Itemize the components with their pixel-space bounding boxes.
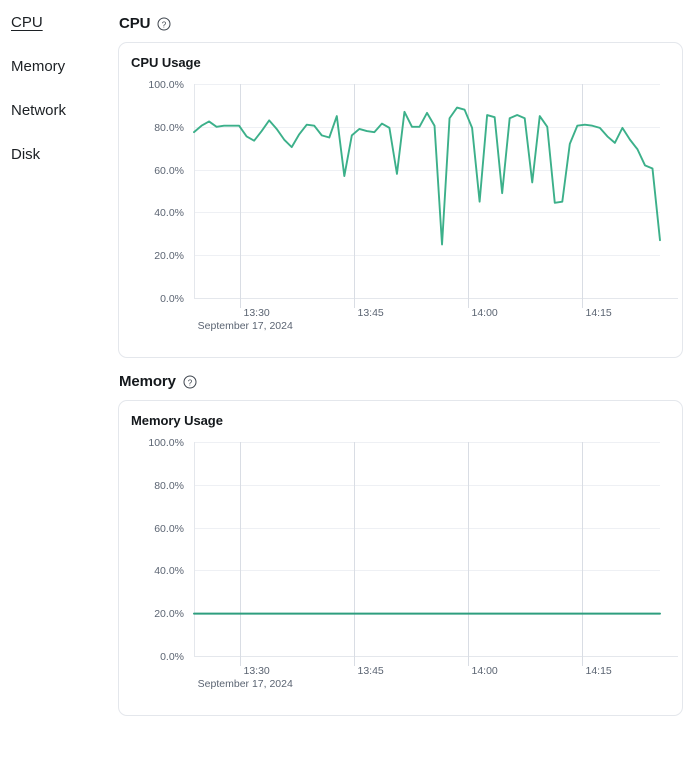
cpu-usage-chart[interactable]: 0.0% 20.0% 40.0% 60.0% 80.0% 100.0% 13:30 13:45… (119, 74, 682, 344)
y-axis-tick-label: 100.0% (148, 79, 184, 91)
y-axis-tick-label: 80.0% (154, 480, 184, 492)
memory-section-title: Memory (119, 373, 176, 390)
y-axis-tick-label: 40.0% (154, 207, 184, 219)
memory-usage-chart[interactable]: 0.0% 20.0% 40.0% 60.0% 80.0% 100.0% 13:30 13:45… (119, 432, 682, 702)
help-circle-icon[interactable]: ? (157, 17, 171, 31)
x-axis-tick-label: 13:45 (358, 307, 384, 319)
x-axis-tick-label: 13:30 (244, 665, 270, 677)
x-axis-tick-label: 14:00 (472, 307, 498, 319)
svg-text:?: ? (162, 20, 167, 29)
y-axis-tick-label: 100.0% (148, 437, 184, 449)
cpu-section-header: CPU ? (119, 15, 683, 32)
x-axis-tick-label: 14:15 (586, 665, 612, 677)
cpu-card-title: CPU Usage (131, 55, 201, 70)
y-axis-tick-label: 20.0% (154, 608, 184, 620)
x-axis-date-label: September 17, 2024 (198, 320, 293, 332)
sidebar-nav: CPU Memory Network Disk (0, 0, 110, 190)
svg-text:?: ? (188, 378, 193, 387)
x-axis-tick-label: 14:15 (586, 307, 612, 319)
cpu-usage-card: CPU Usage 0.0% 20.0% 40.0% 60.0% 80.0% 100.0%… (118, 42, 683, 358)
y-axis-tick-label: 20.0% (154, 250, 184, 262)
memory-section-header: Memory ? (119, 373, 683, 390)
y-axis-tick-label: 60.0% (154, 523, 184, 535)
y-axis-tick-label: 0.0% (160, 293, 184, 305)
sidebar-item-memory[interactable]: Memory (11, 58, 66, 75)
x-axis-tick-label: 14:00 (472, 665, 498, 677)
main-content: CPU ? CPU Usage 0.0% 20.0% 40.0% 60.0% 80.0%… (118, 0, 683, 730)
x-axis-tick-label: 13:45 (358, 665, 384, 677)
sidebar-item-cpu[interactable]: CPU (11, 14, 43, 31)
x-axis-date-label: September 17, 2024 (198, 678, 293, 690)
y-axis-tick-label: 60.0% (154, 165, 184, 177)
sidebar-item-network[interactable]: Network (11, 102, 67, 119)
memory-usage-card: Memory Usage 0.0% 20.0% 40.0% 60.0% 80.0% 100… (118, 400, 683, 716)
sidebar-item-disk[interactable]: Disk (11, 146, 41, 163)
cpu-section-title: CPU (119, 15, 151, 32)
y-axis-tick-label: 80.0% (154, 122, 184, 134)
help-circle-icon[interactable]: ? (183, 375, 197, 389)
series-line (193, 106, 661, 246)
y-axis-tick-label: 0.0% (160, 651, 184, 663)
y-axis-tick-label: 40.0% (154, 565, 184, 577)
memory-card-title: Memory Usage (131, 413, 223, 428)
x-axis-tick-label: 13:30 (244, 307, 270, 319)
